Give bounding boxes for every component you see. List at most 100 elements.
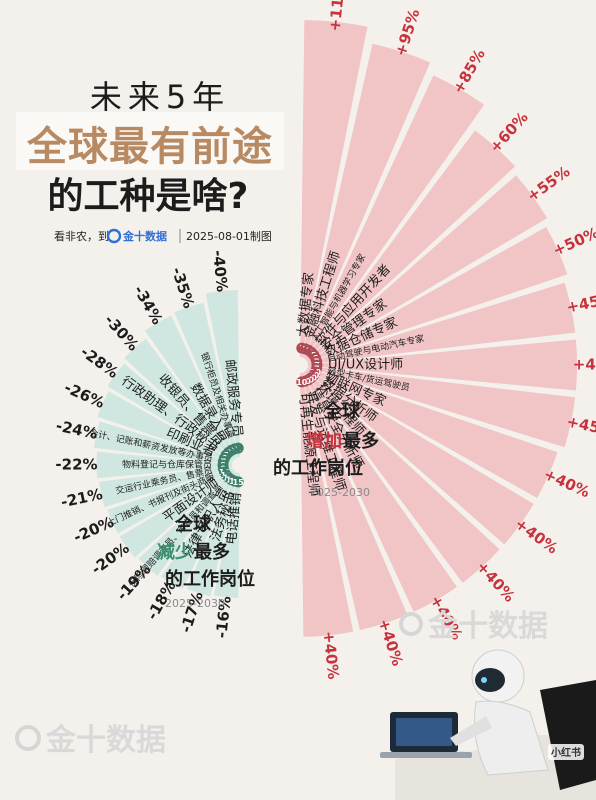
decrease-value-label: -21% xyxy=(59,485,104,511)
credit-date: 2025-08-01制图 xyxy=(186,230,272,243)
increase-label: UI/UX设计师 xyxy=(328,358,403,373)
increase-value-label: +45% xyxy=(573,356,596,374)
decrease-caption-line2: 最多 xyxy=(194,541,230,563)
increase-caption-line1: 全球 xyxy=(323,400,361,422)
robot-illustration: 小红书 xyxy=(380,649,596,800)
decrease-bar xyxy=(213,472,240,598)
increase-bar xyxy=(306,226,568,363)
increase-bar xyxy=(307,365,576,448)
laptop-base xyxy=(380,752,472,758)
increase-bar xyxy=(300,372,354,637)
credit-prefix: 看非农，到 xyxy=(54,229,109,243)
watermark-logo-icon xyxy=(15,725,41,751)
increase-value-label: +40% xyxy=(541,465,593,501)
title-line2: 全球最有前途 xyxy=(26,124,273,170)
decrease-caption: 全球 减少 最多 的工作岗位 2025-2030 xyxy=(157,513,255,610)
increase-value-label: +40% xyxy=(473,557,519,605)
decrease-bar xyxy=(205,290,240,458)
watermark-brand-left: 金十数据 xyxy=(45,723,166,758)
title-line1: 未来5年 xyxy=(90,78,230,116)
increase-bar xyxy=(300,20,368,358)
watermarks: 金十数据 金十数据 xyxy=(15,609,548,758)
decrease-rank-badge xyxy=(232,476,244,488)
decrease-bar xyxy=(161,471,237,589)
decrease-value-label: -20% xyxy=(71,513,117,547)
increase-value-label: +40% xyxy=(511,515,561,558)
decrease-caption-keyword: 减少 xyxy=(157,541,193,563)
decrease-value-label: -34% xyxy=(130,282,167,327)
decrease-bar xyxy=(107,467,234,534)
decrease-bar xyxy=(124,338,236,460)
increase-bar xyxy=(301,372,408,631)
increase-value-label: +85% xyxy=(449,46,489,97)
title-group: 未来5年 全球最有前途 的工种是啥? 看非农，到 金十数据 2025-08-01… xyxy=(16,78,284,244)
increase-bar xyxy=(301,43,431,358)
decrease-value-label: -20% xyxy=(88,539,133,578)
increase-bar xyxy=(307,339,578,391)
brand-logo-icon xyxy=(106,228,122,244)
increase-bar xyxy=(306,175,548,361)
increase-caption-years: 2025-2030 xyxy=(310,486,370,499)
decrease-caption-line1: 全球 xyxy=(174,513,212,535)
increase-bar xyxy=(306,369,534,545)
xiaohongshu-badge xyxy=(548,744,584,760)
decrease-caption-years: 2025-2030 xyxy=(165,597,225,610)
increase-value-label: +95% xyxy=(391,7,423,59)
xiaohongshu-badge-text: 小红书 xyxy=(550,746,581,759)
robot-eye xyxy=(481,677,487,683)
increase-caption-line2: 最多 xyxy=(343,430,379,452)
decrease-bar xyxy=(94,421,233,465)
decrease-bar xyxy=(174,302,239,458)
decrease-bar xyxy=(96,451,233,479)
decrease-caption-line3: 的工作岗位 xyxy=(165,568,255,590)
title-line3: 的工种是啥? xyxy=(48,176,249,217)
chair-back xyxy=(540,680,596,790)
decrease-label: 电话推销 xyxy=(224,492,244,545)
increase-caption: 全球 增加 最多 的工作岗位 2025-2030 xyxy=(273,400,379,499)
decrease-value-label: -30% xyxy=(101,311,143,354)
decrease-value-label: -16% xyxy=(212,595,234,639)
increase-bar xyxy=(303,371,457,612)
increase-value-label: +45% xyxy=(565,289,596,317)
decrease-bar xyxy=(97,391,234,463)
increase-bar xyxy=(303,75,485,359)
increase-bar xyxy=(304,130,516,360)
decrease-value-label: -35% xyxy=(168,265,198,311)
decrease-value-label: -40% xyxy=(209,249,231,293)
increase-bar xyxy=(307,282,576,365)
increase-bars: 1大数据专家+110%2金融科技工程师+95%3人工智能与机器学习专家+85%4… xyxy=(294,0,596,680)
decrease-value-label: -26% xyxy=(62,378,108,412)
decrease-value-label: -19% xyxy=(113,561,155,604)
title-highlight xyxy=(16,112,284,170)
increase-bar xyxy=(306,367,558,498)
increase-caption-keyword: 增加 xyxy=(306,430,342,452)
decrease-value-label: -22% xyxy=(55,456,97,474)
decrease-rank: 15 xyxy=(233,478,245,487)
decrease-bar xyxy=(144,315,237,459)
increase-rank: 10 xyxy=(296,378,308,387)
decrease-bar xyxy=(107,363,234,461)
robot-body xyxy=(474,700,549,776)
decrease-bar xyxy=(186,472,239,597)
increase-value-label: +45% xyxy=(565,412,596,440)
robot-face xyxy=(475,668,505,692)
watermark-brand-right: 金十数据 xyxy=(427,609,548,644)
decrease-label: 物料登记与仓库保管员 xyxy=(122,459,212,471)
laptop-display xyxy=(396,718,452,746)
decrease-bar xyxy=(138,470,236,576)
increase-value-label: +40% xyxy=(320,630,343,680)
brand-name: 金十数据 xyxy=(122,229,167,243)
decrease-bar xyxy=(99,465,233,508)
watermark-logo-icon-right xyxy=(399,612,423,636)
decrease-bar xyxy=(119,469,234,558)
decrease-value-label: -24% xyxy=(54,417,99,443)
increase-value-label: +50% xyxy=(550,224,596,260)
increase-caption-line3: 的工作岗位 xyxy=(273,457,363,479)
increase-bar xyxy=(304,370,500,583)
increase-value-label: +60% xyxy=(486,108,532,156)
increase-rank-badge xyxy=(296,376,308,388)
robot-arm xyxy=(450,716,492,746)
decrease-value-label: -28% xyxy=(77,343,122,382)
